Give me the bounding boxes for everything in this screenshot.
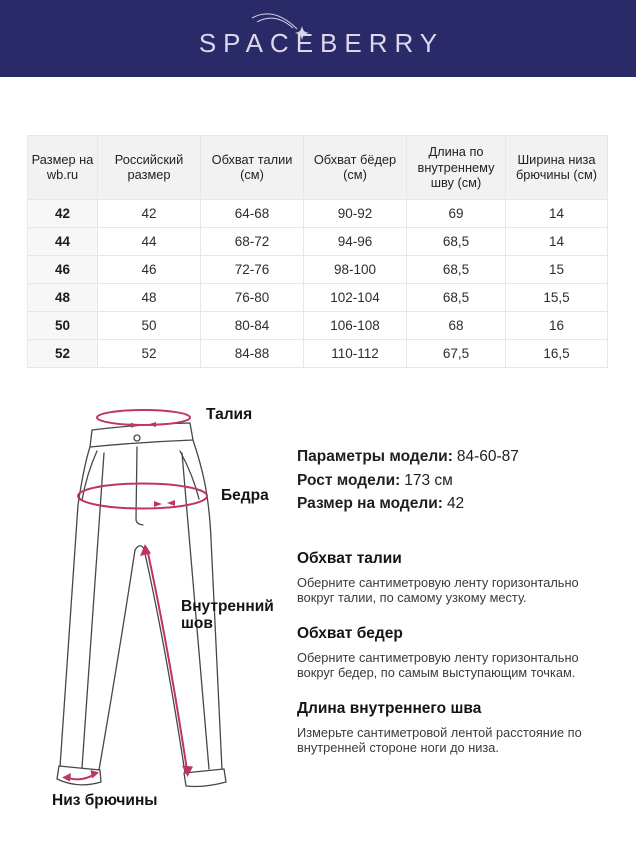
model-height-label: Рост модели: [297,471,401,489]
column-header-russian-size: Российский размер [97,135,201,200]
measure-instructions: Обхват талии Оберните сантиметровую лент… [297,550,613,756]
section-title: Длина внутреннего шва [297,699,482,717]
model-params-label: Параметры модели: [297,448,453,465]
brand-name: SPACEBERRY [198,28,445,58]
size-cell: 46 [27,254,98,284]
table-cell: 15 [505,254,608,284]
model-params-line: Параметры модели: 84-60-87 [297,445,613,469]
measure-section-waist: Обхват талии Оберните сантиметровую лент… [297,550,613,606]
model-size-line: Размер на модели: 42 [297,492,613,516]
table-header-row: Размер на wb.ru Российский размер Обхват… [27,135,608,200]
table-row: 52 52 84-88 110-112 67,5 16,5 [27,338,608,368]
column-header-waist: Обхват талии (см) [200,135,304,200]
model-height-line: Рост модели: 173 см [297,469,613,493]
table-cell: 52 [97,338,201,368]
table-cell: 69 [406,198,506,228]
table-cell: 76-80 [200,282,304,312]
hips-label: Бедра [221,487,269,504]
table-cell: 72-76 [200,254,304,284]
table-row: 44 44 68-72 94-96 68,5 14 [27,226,608,256]
table-cell: 44 [97,226,201,256]
table-cell: 90-92 [303,198,407,228]
model-info: Параметры модели: 84-60-87 Рост модели: 17… [297,445,613,516]
table-cell: 106-108 [303,310,407,340]
table-cell: 14 [505,226,608,256]
table-cell: 64-68 [200,198,304,228]
table-cell: 15,5 [505,282,608,312]
table-cell: 102-104 [303,282,407,312]
table-cell: 16 [505,310,608,340]
pants-line-art [56,409,227,788]
table-cell: 68,5 [406,226,506,256]
inner-seam-label: Внутренний шов [181,598,274,632]
measure-section-inseam: Длина внутреннего шва Измерьте сантиметр… [297,700,613,756]
size-cell: 48 [27,282,98,312]
shooting-star-icon [251,13,309,40]
size-cell: 42 [27,198,98,228]
size-cell: 50 [27,310,98,340]
table-cell: 94-96 [303,226,407,256]
table-row: 46 46 72-76 98-100 68,5 15 [27,254,608,284]
size-cell: 52 [27,338,98,368]
column-header-hips: Обхват бёдер (см) [303,135,407,200]
table-cell: 98-100 [303,254,407,284]
table-row: 48 48 76-80 102-104 68,5 15,5 [27,282,608,312]
table-cell: 110-112 [303,338,407,368]
model-size-value: 42 [446,495,465,512]
table-cell: 68,5 [406,282,506,312]
section-title: Обхват талии [297,549,402,567]
section-description: Измерьте сантиметровой лентой расстояние… [297,724,582,756]
table-cell: 68,5 [406,254,506,284]
info-column: Параметры модели: 84-60-87 Рост модели: 17… [297,445,613,775]
table-cell: 84-88 [200,338,304,368]
section-description: Оберните сантиметровую ленту горизонталь… [297,649,579,681]
table-cell: 42 [97,198,201,228]
brand-header: SPACEBERRY [0,0,636,77]
column-header-hem-width: Ширина низа брючины (см) [505,135,608,200]
table-cell: 68-72 [200,226,304,256]
table-cell: 48 [97,282,201,312]
model-height-value: 173 см [404,471,453,489]
section-title: Обхват бедер [297,624,403,642]
table-cell: 46 [97,254,201,284]
model-size-label: Размер на модели: [297,495,443,512]
hem-label: Низ брючины [52,792,158,809]
size-cell: 44 [27,226,98,256]
table-cell: 80-84 [200,310,304,340]
table-row: 50 50 80-84 106-108 68 16 [27,310,608,340]
measure-section-hips: Обхват бедер Оберните сантиметровую лент… [297,625,613,681]
column-header-size-wb: Размер на wb.ru [27,135,98,200]
section-description: Оберните сантиметровую ленту горизонталь… [297,574,579,606]
model-params-value: 84-60-87 [456,448,519,465]
column-header-inseam: Длина по внутреннему шву (см) [406,135,506,200]
table-row: 42 42 64-68 90-92 69 14 [27,198,608,228]
table-cell: 16,5 [505,338,608,368]
table-cell: 67,5 [406,338,506,368]
table-cell: 50 [97,310,201,340]
waist-label: Талия [206,406,253,423]
table-cell: 14 [505,198,608,228]
table-cell: 68 [406,310,506,340]
size-table: Размер на wb.ru Российский размер Обхват… [27,135,608,368]
